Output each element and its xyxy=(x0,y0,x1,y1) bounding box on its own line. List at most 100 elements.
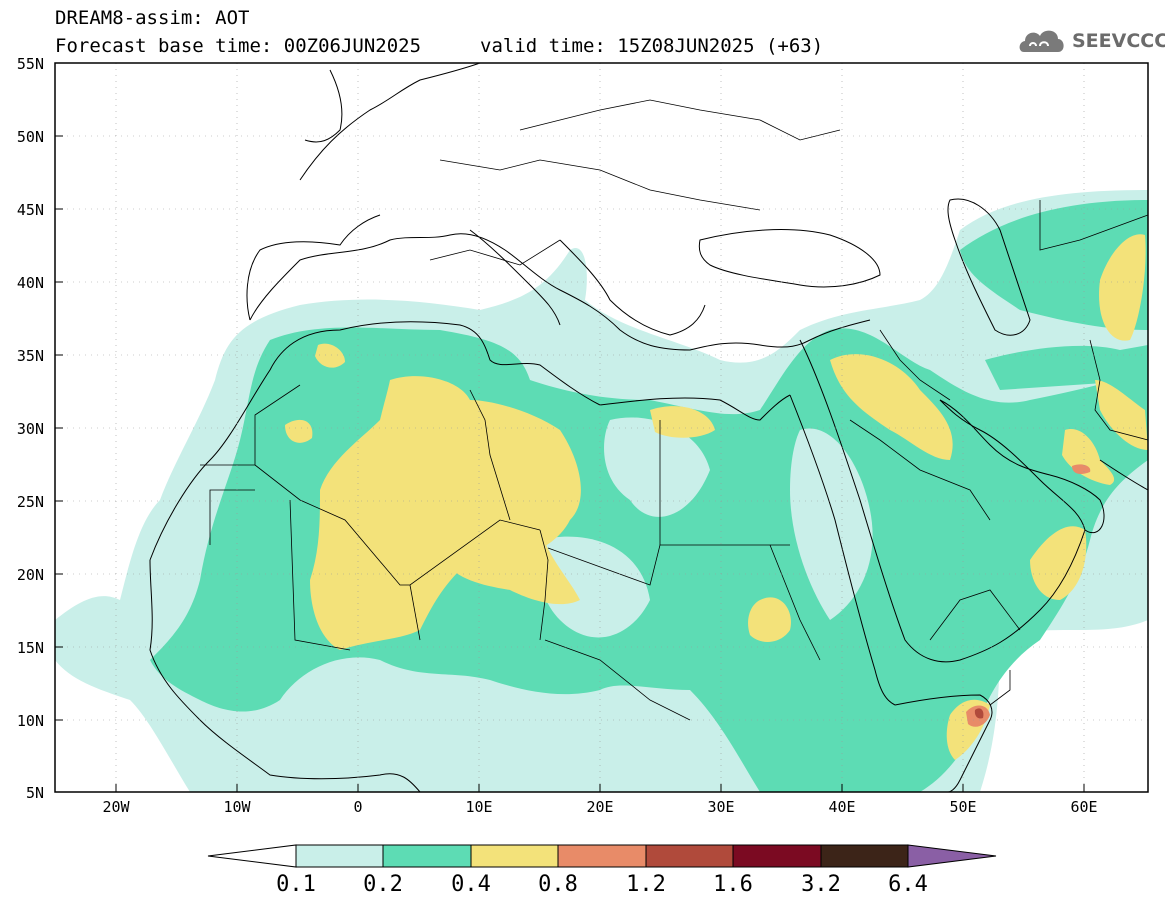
colorbar xyxy=(207,844,997,868)
colorbar-segment xyxy=(820,844,909,868)
country-border xyxy=(929,589,1021,641)
coastline xyxy=(246,214,381,321)
lat-label: 25N xyxy=(16,493,44,511)
aot-field-yellow xyxy=(1030,526,1087,600)
country-border xyxy=(547,544,790,586)
country-border xyxy=(439,159,761,211)
aot-field-yellow xyxy=(1095,380,1148,450)
coastline xyxy=(469,229,561,326)
coastline xyxy=(249,233,871,351)
country-border xyxy=(849,419,991,521)
graticule xyxy=(55,63,1148,792)
lat-label: 15N xyxy=(16,639,44,657)
aot-field-yellow xyxy=(748,597,791,642)
coastline xyxy=(559,239,706,336)
country-border xyxy=(989,670,1011,706)
colorbar-label: 0.2 xyxy=(363,872,403,897)
colorbar-label: 0.8 xyxy=(538,872,578,897)
lat-label: 50N xyxy=(16,128,44,146)
aot-field-yellow xyxy=(1099,234,1146,341)
lat-label: 10N xyxy=(16,712,44,730)
coastline xyxy=(799,339,1086,663)
country-border xyxy=(519,99,841,141)
country-border xyxy=(1039,200,1148,251)
country-border xyxy=(544,639,691,721)
country-border xyxy=(469,389,511,521)
colorbar-label: 6.4 xyxy=(888,872,928,897)
aot-field-yellow xyxy=(830,354,953,460)
lat-label: 35N xyxy=(16,347,44,365)
lon-label: 40E xyxy=(828,798,856,816)
aot-field-yellow xyxy=(310,376,581,650)
aot-field-light xyxy=(604,417,710,517)
colorbar-label: 1.6 xyxy=(713,872,753,897)
coastline xyxy=(304,69,343,143)
colorbar-low-arrow xyxy=(207,844,297,868)
country-border xyxy=(200,384,301,466)
lon-label: 10E xyxy=(465,798,493,816)
aot-field-light xyxy=(538,536,650,638)
map-title: DREAM8-assim: AOT xyxy=(55,7,250,29)
borders xyxy=(200,99,1148,721)
coastline xyxy=(939,399,1051,476)
colorbar-segment xyxy=(557,844,647,868)
colorbar-label: 3.2 xyxy=(801,872,841,897)
coastline xyxy=(894,694,993,792)
lat-label: 45N xyxy=(16,201,44,219)
aot-field-yellow xyxy=(315,343,345,368)
colorbar-segment xyxy=(645,844,734,868)
lon-label: 0 xyxy=(353,798,363,816)
aot-field-orange xyxy=(1072,464,1091,474)
colorbar-segment xyxy=(732,844,822,868)
coastline xyxy=(947,198,1031,336)
aot-field-gap xyxy=(980,620,1148,792)
logo-text: SEEVCCC xyxy=(1072,30,1165,52)
lat-label: 40N xyxy=(16,274,44,292)
country-border xyxy=(1089,339,1148,441)
country-border xyxy=(254,464,541,586)
lon-label: 50E xyxy=(949,798,977,816)
coastline xyxy=(149,559,421,792)
country-border xyxy=(209,489,255,545)
valid-time: valid time: 15Z08JUN2025 (+63) xyxy=(480,35,824,57)
aot-field-yellow xyxy=(650,406,715,438)
aot-field-green xyxy=(985,345,1148,390)
colorbar-segment xyxy=(382,844,472,868)
coastline xyxy=(149,321,791,561)
coastline xyxy=(299,63,481,181)
country-border xyxy=(429,239,561,266)
coastline xyxy=(789,394,896,706)
axis-ticks xyxy=(55,135,1085,792)
aot-field-yellow xyxy=(440,527,580,605)
forecast-base-time: Forecast base time: 00Z06JUN2025 xyxy=(55,35,422,57)
lon-label: 60E xyxy=(1070,798,1098,816)
lat-label: 5N xyxy=(25,784,44,802)
colorbar-segment xyxy=(295,844,384,868)
coastline xyxy=(1099,459,1148,491)
country-border xyxy=(539,529,549,641)
aot-field-yellow xyxy=(285,419,313,443)
lon-label: 20E xyxy=(586,798,614,816)
aot-field-red xyxy=(974,708,984,719)
country-border xyxy=(409,584,421,641)
coastline xyxy=(698,229,881,288)
coastline xyxy=(1049,474,1105,533)
country-border xyxy=(769,544,821,661)
lon-label: 30E xyxy=(707,798,735,816)
lon-label: 20W xyxy=(102,798,130,816)
colorbar-label: 0.4 xyxy=(451,872,491,897)
lat-label: 30N xyxy=(16,420,44,438)
lat-label: 55N xyxy=(16,55,44,73)
colorbar-label: 1.2 xyxy=(626,872,666,897)
colorbar-label: 0.1 xyxy=(276,872,316,897)
aot-field-yellow xyxy=(1062,429,1115,485)
country-border xyxy=(289,499,351,651)
country-border xyxy=(879,329,951,401)
colorbar-segment xyxy=(470,844,559,868)
colorbar-high-arrow xyxy=(907,844,997,868)
aot-fields xyxy=(55,190,1148,792)
coastlines xyxy=(149,63,1148,792)
lon-label: 10W xyxy=(223,798,251,816)
lat-label: 20N xyxy=(16,566,44,584)
